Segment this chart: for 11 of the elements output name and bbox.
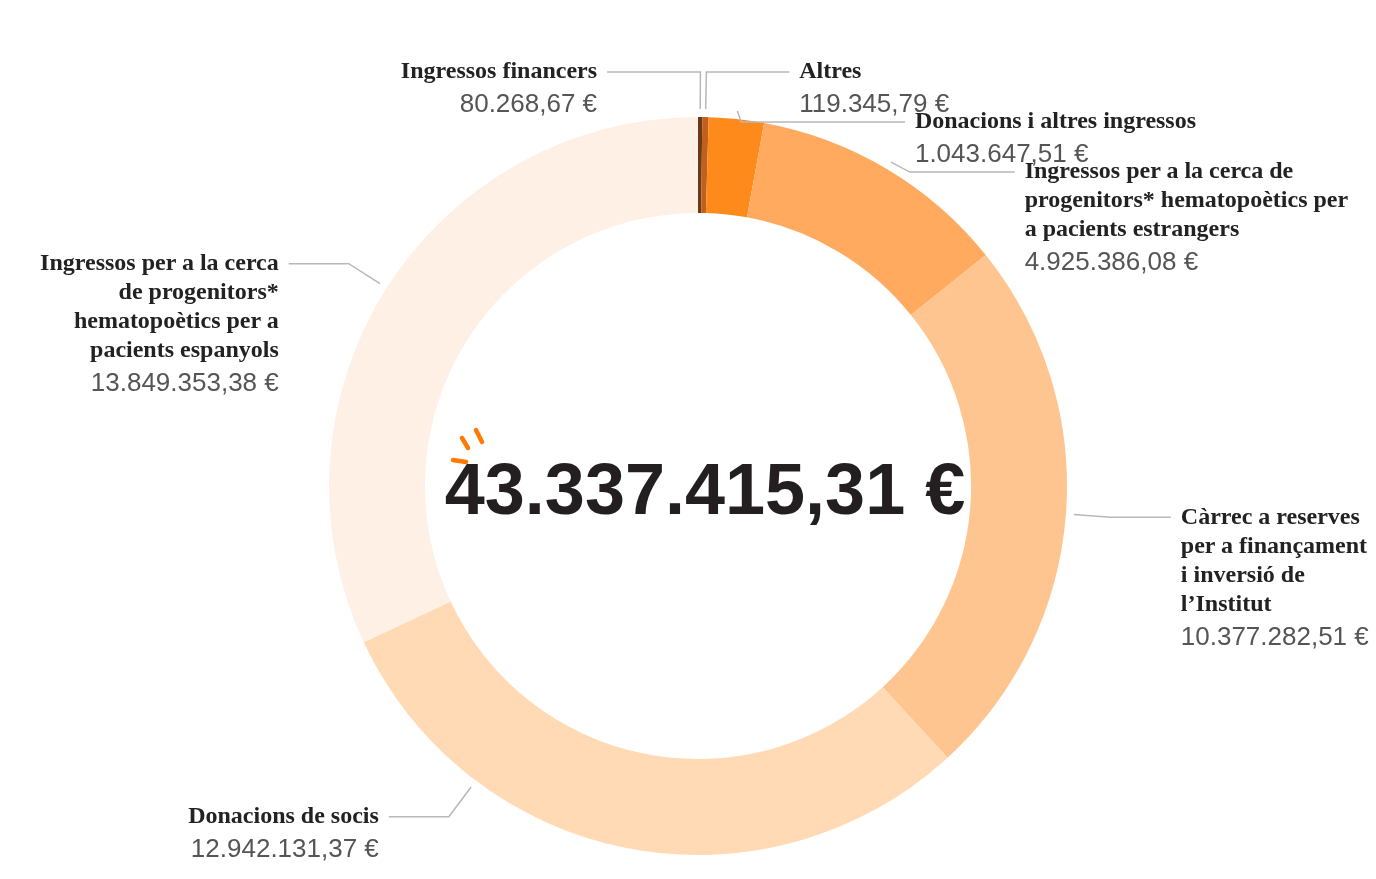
data-label: 13.849.353,38 € <box>90 366 280 397</box>
data-label: 4.925.386,08 € <box>1024 246 1199 277</box>
data-label: 80.268,67 € <box>459 88 598 119</box>
slice-label: Ingressos financers <box>400 57 598 84</box>
slice-label: Ingressos per a la cerca de progenitors* hematopoètics per a pacients espanyols <box>40 248 279 362</box>
slice-label: Càrrec a reserves per a finançament i inversió de l’Institut <box>1180 502 1368 616</box>
slice-label: Altres <box>799 57 862 84</box>
data-label: 12.942.131,37 € <box>190 832 380 863</box>
slice-label: Donacions de socis <box>188 801 379 828</box>
text: 43.337.415,31 € <box>444 448 966 529</box>
data-label: 10.377.282,51 € <box>1180 620 1370 651</box>
